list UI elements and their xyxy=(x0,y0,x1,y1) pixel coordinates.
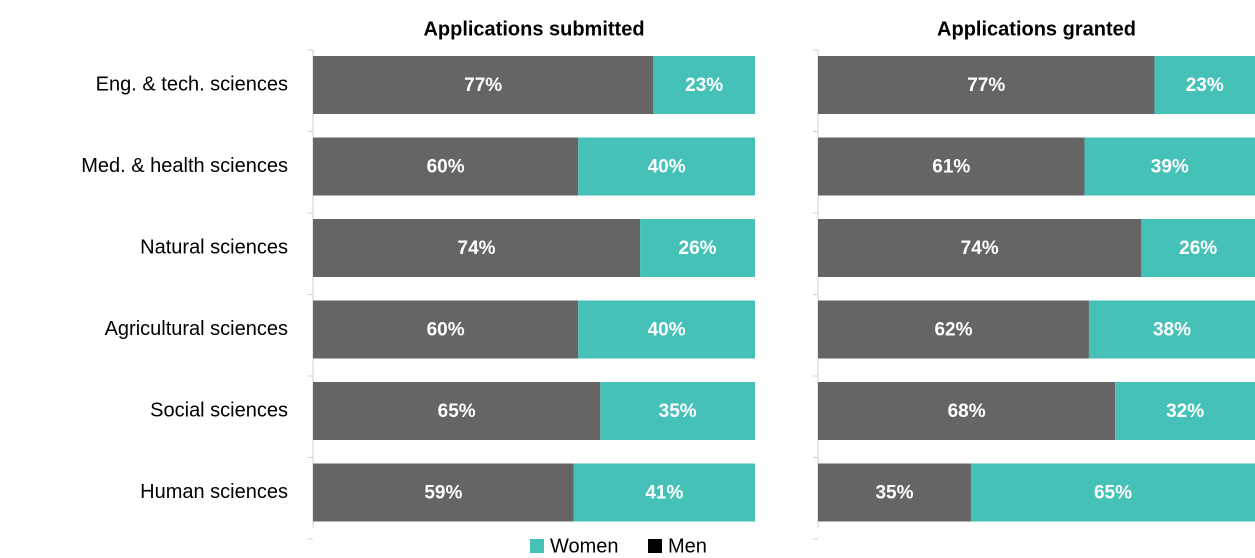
bar-segment xyxy=(640,219,755,277)
bar-segment xyxy=(313,300,579,359)
value-label: 26% xyxy=(679,238,717,259)
value-label: 62% xyxy=(934,320,972,341)
bar-segment xyxy=(818,300,1089,359)
value-label: 60% xyxy=(427,157,465,178)
bar-segment xyxy=(970,463,1255,522)
value-label: 77% xyxy=(464,75,502,96)
value-label: 40% xyxy=(648,320,686,341)
value-label: 26% xyxy=(1179,238,1217,259)
bar-segment xyxy=(818,382,1116,440)
value-label: 65% xyxy=(1094,483,1132,504)
bar-segment xyxy=(1088,300,1255,359)
bar-segment xyxy=(313,463,574,522)
value-label: 65% xyxy=(438,401,476,422)
value-label: 59% xyxy=(424,483,462,504)
value-label: 60% xyxy=(427,320,465,341)
value-label: 39% xyxy=(1151,157,1189,178)
value-label: 68% xyxy=(948,401,986,422)
bar-segment xyxy=(313,56,654,114)
legend-label: Men xyxy=(668,535,707,557)
bar-segment xyxy=(1154,56,1255,114)
bar-segment xyxy=(1084,137,1255,196)
category-label: Social sciences xyxy=(150,399,288,421)
value-label: 77% xyxy=(967,75,1005,96)
bar-segment xyxy=(653,56,755,114)
value-label: 41% xyxy=(645,483,683,504)
legend-swatch xyxy=(648,539,662,553)
value-label: 61% xyxy=(932,157,970,178)
legend-label: Women xyxy=(550,535,619,557)
value-label: 40% xyxy=(648,157,686,178)
bar-segment xyxy=(578,300,755,359)
bar-segment xyxy=(1115,382,1255,440)
panel-title: Applications granted xyxy=(937,18,1136,40)
category-label: Eng. & tech. sciences xyxy=(96,73,288,95)
bar-segment xyxy=(313,137,579,196)
value-label: 74% xyxy=(458,238,496,259)
category-label: Med. & health sciences xyxy=(81,155,288,177)
value-label: 23% xyxy=(685,75,723,96)
bar-segment xyxy=(818,137,1085,196)
value-label: 23% xyxy=(1186,75,1224,96)
bar-segment xyxy=(573,463,755,522)
value-label: 74% xyxy=(961,238,999,259)
bar-segment xyxy=(818,463,971,522)
bar-segment xyxy=(313,219,641,277)
value-label: 38% xyxy=(1153,320,1191,341)
value-label: 35% xyxy=(659,401,697,422)
value-label: 32% xyxy=(1166,401,1204,422)
bar-segment xyxy=(1141,219,1255,277)
legend-swatch xyxy=(530,539,544,553)
bar-segment xyxy=(313,382,601,440)
category-label: Agricultural sciences xyxy=(105,318,288,340)
bar-segment xyxy=(600,382,755,440)
bar-segment xyxy=(578,137,755,196)
bar-segment xyxy=(818,56,1155,114)
value-label: 35% xyxy=(875,483,913,504)
category-label: Human sciences xyxy=(140,481,288,503)
category-label: Natural sciences xyxy=(140,236,288,258)
panel-title: Applications submitted xyxy=(423,18,644,40)
bar-segment xyxy=(818,219,1142,277)
